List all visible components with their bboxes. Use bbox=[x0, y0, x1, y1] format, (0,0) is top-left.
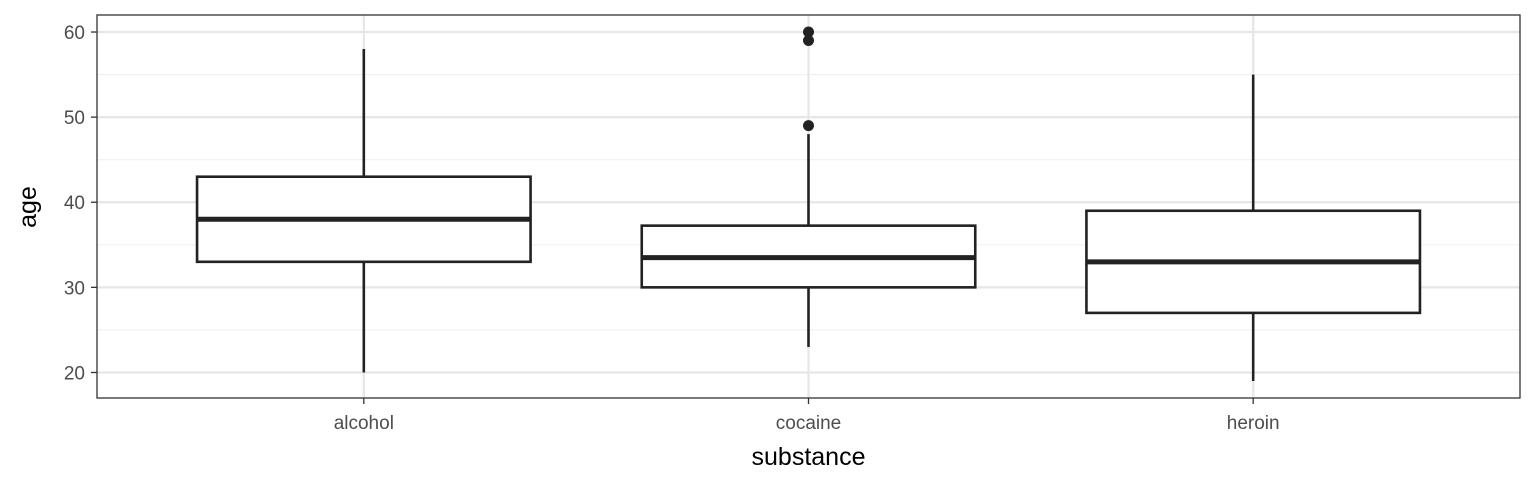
y-tick-label: 30 bbox=[64, 278, 85, 299]
x-tick-label: heroin bbox=[1227, 413, 1280, 434]
y-tick-label: 20 bbox=[64, 363, 85, 384]
x-tick-label: cocaine bbox=[776, 413, 842, 434]
outlier-point bbox=[803, 35, 814, 47]
box-layer bbox=[195, 26, 1422, 381]
y-axis-title: age bbox=[14, 186, 42, 228]
x-tick-label: alcohol bbox=[334, 413, 394, 434]
box-cocaine bbox=[640, 26, 977, 347]
y-tick-label: 50 bbox=[64, 108, 85, 129]
y-tick-label: 60 bbox=[64, 23, 85, 44]
box-alcohol bbox=[195, 49, 532, 373]
outlier-point bbox=[803, 120, 814, 132]
y-tick-label: 40 bbox=[64, 193, 85, 214]
axis-layer: 20 30 40 50 60 alcohol cocaine heroin bbox=[64, 23, 1280, 434]
x-axis-title: substance bbox=[752, 443, 866, 471]
outlier-point bbox=[803, 26, 814, 38]
box-heroin bbox=[1085, 74, 1422, 381]
